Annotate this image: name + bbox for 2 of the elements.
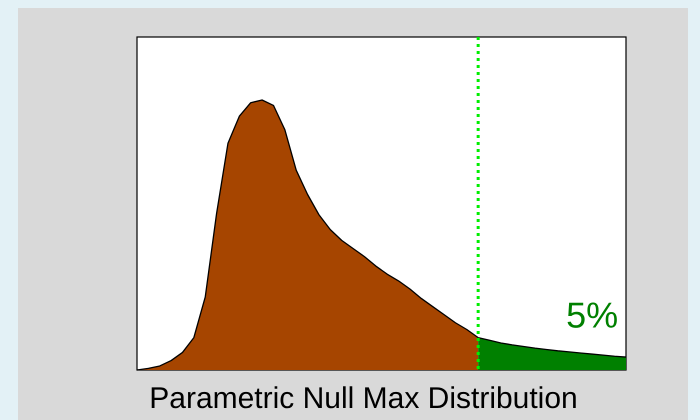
annotation: 5%: [566, 294, 618, 336]
x-axis-title: Parametric Null Max Distribution: [149, 382, 578, 415]
